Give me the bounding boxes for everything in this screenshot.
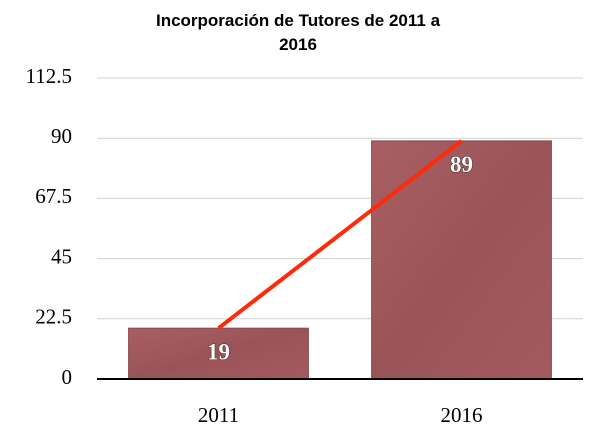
bar bbox=[371, 140, 552, 380]
y-tick-label: 45 bbox=[51, 244, 72, 268]
y-tick-label: 112.5 bbox=[26, 64, 72, 88]
data-label: 89 bbox=[450, 152, 473, 177]
data-label: 19 bbox=[207, 339, 230, 364]
y-tick-label: 22.5 bbox=[35, 305, 72, 329]
trend-line bbox=[217, 139, 463, 330]
y-tick-label: 0 bbox=[62, 365, 73, 389]
y-tick-label: 90 bbox=[51, 124, 72, 148]
x-tick-label: 2016 bbox=[441, 403, 483, 427]
x-tick-label: 2011 bbox=[198, 403, 239, 427]
chart-title: Incorporación de Tutores de 2011 a 2016 bbox=[155, 11, 441, 54]
y-tick-label: 67.5 bbox=[35, 184, 72, 208]
